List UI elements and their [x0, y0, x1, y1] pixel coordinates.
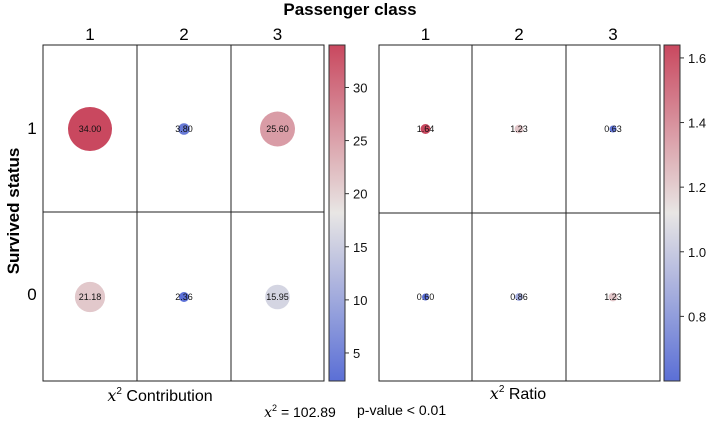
ratio-value-r1-c3: 0.63	[604, 124, 622, 134]
y-axis-label: Survived status	[4, 148, 23, 275]
contribution-colorbar-tick-label: 10	[353, 293, 367, 308]
contribution-value-r0-c1: 21.18	[79, 292, 102, 302]
ratio-col-label-3: 3	[608, 25, 617, 44]
contribution-value-r0-c3: 15.95	[266, 292, 289, 302]
ratio-circle-r1-c3	[609, 125, 617, 133]
ratio-circle-r0-c1	[422, 293, 429, 301]
contribution-x-label-chi: x	[107, 386, 116, 405]
contribution-circle-r0-c2	[179, 292, 189, 302]
ratio-value-r0-c2: 0.86	[510, 292, 528, 302]
ratio-colorbar	[663, 44, 681, 382]
ratio-colorbar-tick-label: 0.8	[688, 309, 706, 324]
contribution-col-label-1: 1	[85, 25, 94, 44]
ratio-colorbar-tick-label: 1.4	[688, 116, 706, 131]
contribution-col-label-3: 3	[273, 25, 282, 44]
contribution-x-label-text: Contribution	[122, 388, 213, 405]
ratio-x-label-sup: 2	[499, 384, 505, 395]
contribution-x-label: x2 Contribution	[107, 386, 212, 405]
ratio-x-label: x2 Ratio	[490, 384, 546, 403]
ratio-col-label-2: 2	[514, 25, 523, 44]
ratio-circle-r0-c2	[515, 293, 523, 301]
figure-title: Passenger class	[283, 0, 416, 19]
row-label-bottom: 0	[27, 285, 36, 304]
contribution-colorbar	[328, 44, 346, 382]
contribution-circle-r1-c1	[68, 107, 112, 151]
contribution-colorbar-tick-label: 20	[353, 187, 367, 202]
chi-square-symbol: x	[264, 405, 272, 421]
contribution-value-r1-c1: 34.00	[79, 124, 102, 134]
contribution-circle-r1-c3	[260, 111, 295, 147]
ratio-circle-r1-c1	[420, 124, 431, 134]
contribution-col-label-2: 2	[179, 25, 188, 44]
contribution-circle-r0-c1	[74, 281, 106, 313]
ratio-colorbar-tick-label: 1.2	[688, 180, 706, 195]
contribution-x-label-sup: 2	[116, 386, 122, 397]
contribution-colorbar-tick-label: 30	[353, 80, 367, 95]
contribution-circle-r1-c2	[178, 123, 190, 135]
contribution-value-r0-c2: 2.36	[175, 292, 193, 302]
ratio-value-r1-c2: 1.23	[510, 124, 528, 134]
ratio-value-r0-c1: 0.60	[417, 292, 435, 302]
contribution-panel-frame	[42, 44, 325, 382]
ratio-colorbar-tick-label: 1.6	[688, 51, 706, 66]
ratio-circle-r1-c2	[514, 124, 524, 134]
ratio-col-label-1: 1	[421, 25, 430, 44]
ratio-value-r0-c3: 1.23	[604, 292, 622, 302]
contribution-colorbar-tick-label: 25	[353, 134, 367, 149]
ratio-circle-r0-c3	[608, 292, 618, 302]
chi-square-statistic: x2 = 102.89	[264, 403, 336, 421]
contribution-colorbar-tick-label: 15	[353, 240, 367, 255]
ratio-x-label-text: Ratio	[504, 386, 546, 403]
contribution-circle-r0-c3	[265, 284, 290, 310]
contribution-value-r1-c2: 3.80	[175, 124, 193, 134]
row-label-top: 1	[27, 119, 36, 138]
ratio-x-label-chi: x	[490, 384, 499, 403]
contribution-colorbar-tick-label: 5	[353, 346, 360, 361]
p-value: p-value < 0.01	[357, 402, 446, 418]
chi-square-sup: 2	[272, 403, 277, 413]
chi-square-value: = 102.89	[277, 404, 336, 420]
contribution-value-r1-c3: 25.60	[266, 124, 289, 134]
ratio-colorbar-tick-label: 1.0	[688, 245, 706, 260]
ratio-value-r1-c1: 1.64	[417, 124, 435, 134]
